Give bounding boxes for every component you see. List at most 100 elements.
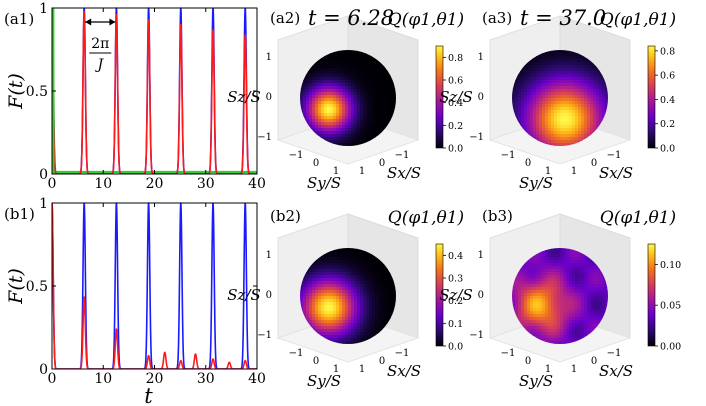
colorbar-tick-label: 0.2 (660, 119, 675, 130)
x-tick-label: 1 (359, 166, 365, 177)
y-tick-label: 0 (313, 158, 319, 169)
colorbar-tick-label: 0.8 (660, 46, 675, 57)
plot-area-b1 (52, 202, 257, 369)
x-tick-label: 1 (359, 364, 365, 375)
x-tick-label: 0 (379, 158, 385, 169)
x-axis-label: Sx/S (387, 362, 421, 380)
time-label: t = 6.28 (308, 6, 394, 30)
panel-b1: 0 10 20 30 40 0 0.5 1(b1) F(t) t (4, 196, 266, 406)
colorbar-tick-label: 0.00 (660, 342, 681, 353)
x-tick-label: 40 (248, 176, 266, 192)
z-tick-label: 0 (478, 290, 484, 301)
x-tick-label: 0 (48, 371, 57, 387)
panel-title: Q(φ1,θ1) (600, 10, 676, 30)
husimi-sphere (512, 248, 608, 344)
colorbar-tick-label: 0.4 (448, 98, 463, 109)
y-tick-label: 0 (525, 158, 531, 169)
x-tick-label: −1 (395, 348, 410, 359)
x-tick-label: 1 (571, 364, 577, 375)
z-tick-label: −1 (469, 132, 484, 143)
y-tick-label: 1 (39, 196, 48, 212)
y-tick-label: 0.5 (26, 84, 48, 100)
colorbar-tick-label: 0.4 (448, 251, 463, 262)
x-tick-label: 40 (248, 371, 266, 387)
colorbar (647, 45, 656, 149)
panel-label: (a3) (482, 9, 512, 27)
husimi-sphere (300, 248, 396, 344)
colorbar-tick-label: 0.2 (448, 296, 463, 307)
z-tick-label: 1 (266, 250, 272, 261)
z-tick-label: 1 (478, 250, 484, 261)
panel-label: (a2) (270, 9, 300, 27)
y-tick-label: 0 (525, 356, 531, 367)
panel-a1: 0 10 20 30 40 0 0.5 1 (a1) F(t) 2π J (4, 1, 266, 192)
colorbar-tick-label: 0.3 (448, 274, 463, 285)
panel-label: (b1) (4, 205, 35, 223)
z-tick-label: −1 (257, 330, 272, 341)
y-tick-label: 1 (333, 166, 339, 177)
z-axis-label: Sz/S (227, 286, 261, 304)
y-axis-label: F(t) (5, 73, 27, 110)
y-tick-label: 0 (313, 356, 319, 367)
y-axis-label: Sy/S (519, 174, 553, 192)
x-tick-label: 20 (146, 371, 164, 387)
series-red-line (52, 7, 257, 174)
period-arrow-head-right (109, 18, 116, 26)
time-label: t = 37.0 (520, 6, 606, 30)
x-tick-label: 0 (591, 356, 597, 367)
panel-label: (a1) (4, 10, 34, 28)
y-tick-label: 1 (545, 364, 551, 375)
y-tick-label: 1 (545, 166, 551, 177)
panel-title: Q(φ1,θ1) (388, 208, 464, 228)
colorbar-tick-label: 0.8 (448, 53, 463, 64)
y-tick-label: 0.5 (26, 279, 48, 295)
x-tick-label: 20 (146, 176, 164, 192)
y-tick-label: −1 (501, 348, 516, 359)
z-tick-label: 0 (478, 92, 484, 103)
colorbar (435, 243, 444, 347)
panel-title: Q(φ1,θ1) (600, 208, 676, 228)
x-tick-label: 1 (571, 166, 577, 177)
series-red-line (52, 202, 257, 369)
x-tick-label: −1 (395, 150, 410, 161)
x-tick-label: 10 (94, 176, 112, 192)
y-axis-label: Sy/S (519, 372, 553, 390)
x-tick-label: 10 (94, 371, 112, 387)
colorbar-tick-label: 0.2 (448, 121, 463, 132)
y-tick-label: −1 (289, 150, 304, 161)
colorbar-tick-label: 0.0 (448, 342, 463, 353)
x-tick-label: 30 (197, 371, 215, 387)
z-tick-label: −1 (257, 132, 272, 143)
colorbar-tick-label: 0.6 (660, 71, 675, 82)
z-axis-label: Sz/S (439, 88, 473, 106)
y-axis-label: Sy/S (307, 174, 341, 192)
plot-area-a1 (52, 7, 257, 174)
z-tick-label: 1 (266, 52, 272, 63)
y-tick-label: 1 (39, 1, 48, 17)
x-tick-label: 0 (379, 356, 385, 367)
x-axis-label: Sx/S (599, 362, 633, 380)
colorbar-tick-label: 0.1 (448, 319, 463, 330)
y-tick-label: 1 (333, 364, 339, 375)
x-tick-label: 0 (591, 158, 597, 169)
x-tick-label: −1 (607, 348, 622, 359)
colorbar-tick-label: 0.6 (448, 76, 463, 87)
y-tick-label: 0 (39, 362, 48, 378)
x-axis-label: Sx/S (387, 164, 421, 182)
period-arrow-head-left (85, 18, 92, 26)
z-tick-label: 0 (266, 92, 272, 103)
x-tick-label: 0 (48, 176, 57, 192)
husimi-sphere (300, 50, 396, 146)
y-tick-label: −1 (501, 150, 516, 161)
x-axis-label: Sx/S (599, 164, 633, 182)
z-axis-label: Sz/S (227, 88, 261, 106)
z-axis-label: Sz/S (439, 286, 473, 304)
colorbar (435, 45, 444, 149)
y-axis-label: Sy/S (307, 372, 341, 390)
colorbar-tick-label: 0.0 (448, 144, 463, 155)
y-tick-label: −1 (289, 348, 304, 359)
